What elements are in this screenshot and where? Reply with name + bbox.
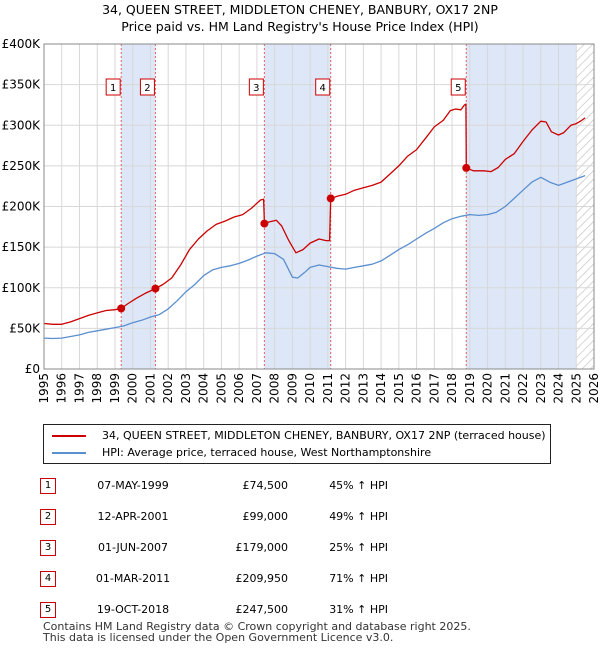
x-tick-label: 2001 (143, 373, 157, 404)
sale-price: £209,950 (235, 572, 289, 585)
sales-table: 1 07-MAY-1999 £74,500 45% ↑ HPI 2 12-APR… (40, 470, 388, 625)
sale-number: 5 (40, 601, 56, 618)
y-tick-label: £100K (2, 281, 42, 295)
sale-marker-box (139, 78, 155, 96)
sale-price: £247,500 (235, 603, 289, 616)
x-tick-label: 2023 (534, 373, 548, 404)
x-tick-label: 2002 (161, 373, 175, 404)
sale-number: 1 (40, 477, 56, 494)
footer-copyright: Contains HM Land Registry data © Crown c… (43, 620, 471, 633)
property-series-line (43, 103, 586, 325)
price-chart: 1 2 3 4 5 £0 £50K £100K £150K £200K £250K £300K £35… (2, 37, 600, 404)
x-tick-label: 2005 (214, 373, 228, 404)
legend-swatch-hpi (52, 452, 86, 454)
x-tick-label: 2014 (374, 373, 388, 404)
footer-licence: This data is licensed under the Open Gov… (43, 631, 394, 644)
y-tick-label: £350K (2, 78, 42, 92)
sale-number: 2 (40, 508, 56, 525)
y-tick-label: £150K (2, 240, 42, 254)
x-tick-label: 2024 (552, 373, 566, 404)
x-tick-label: 1999 (108, 373, 122, 404)
sale-date: 19-OCT-2018 (96, 603, 170, 616)
sale-marker-dot (326, 194, 335, 203)
x-tick-label: 2015 (392, 373, 406, 404)
sale-number: 4 (40, 570, 56, 587)
legend: 34, QUEEN STREET, MIDDLETON CHENEY, BANB… (43, 424, 551, 464)
hpi-series-line (43, 174, 586, 340)
sale-marker-label: 3 (253, 83, 259, 94)
sale-price: £179,000 (235, 541, 289, 554)
x-tick-label: 1996 (55, 373, 69, 404)
x-tick-label: 2000 (126, 373, 140, 404)
x-tick-label: 2012 (339, 373, 353, 404)
sale-date: 07-MAY-1999 (97, 479, 169, 492)
legend-label-hpi: HPI: Average price, terraced house, West… (102, 446, 432, 459)
sale-date: 01-JUN-2007 (97, 541, 169, 554)
y-tick-label: £250K (2, 159, 42, 173)
sale-marker-box (105, 78, 121, 96)
x-tick-label: 2009 (285, 373, 299, 404)
x-tick-label: 1995 (37, 373, 51, 404)
y-tick-label: £0 (25, 362, 40, 376)
sale-hpi-change: 45% ↑ HPI (329, 479, 388, 492)
sale-marker-box (315, 78, 331, 96)
x-tick-label: 2013 (356, 373, 370, 404)
x-tick-label: 2018 (445, 373, 459, 404)
sale-hpi-change: 71% ↑ HPI (329, 572, 388, 585)
x-tick-label: 2019 (463, 373, 477, 404)
x-tick-label: 2004 (197, 373, 211, 404)
x-tick-label: 2025 (569, 373, 583, 404)
table-row: 2 12-APR-2001 £99,000 49% ↑ HPI (40, 501, 388, 532)
x-tick-label: 2010 (303, 373, 317, 404)
x-tick-label: 2006 (232, 373, 246, 404)
x-tick-label: 1997 (72, 373, 86, 404)
legend-swatch-property (52, 435, 86, 437)
legend-label-property: 34, QUEEN STREET, MIDDLETON CHENEY, BANB… (102, 429, 546, 442)
sale-hpi-change: 31% ↑ HPI (329, 603, 388, 616)
y-tick-label: £400K (2, 37, 42, 51)
x-tick-label: 1998 (90, 373, 104, 404)
x-tick-label: 2022 (516, 373, 530, 404)
sale-marker-label: 1 (110, 83, 116, 94)
chart-title: 34, QUEEN STREET, MIDDLETON CHENEY, BANB… (102, 2, 498, 17)
y-tick-label: £50K (9, 321, 41, 335)
sale-marker-label: 2 (144, 83, 150, 94)
x-tick-label: 2021 (498, 373, 512, 404)
sale-marker-label: 4 (320, 83, 326, 94)
table-row: 4 01-MAR-2011 £209,950 71% ↑ HPI (40, 563, 388, 594)
x-tick-label: 2008 (268, 373, 282, 404)
sale-marker-dot (462, 163, 471, 172)
chart-subtitle: Price paid vs. HM Land Registry's House … (121, 19, 479, 34)
sale-hpi-change: 49% ↑ HPI (329, 510, 388, 523)
y-tick-label: £200K (2, 200, 42, 214)
x-tick-label: 2003 (179, 373, 193, 404)
sale-marker-dot (260, 219, 269, 228)
x-tick-label: 2026 (587, 373, 600, 404)
sale-marker-dot (117, 304, 126, 313)
sale-marker-label: 5 (455, 83, 461, 94)
table-row: 5 19-OCT-2018 £247,500 31% ↑ HPI (40, 594, 388, 625)
sale-marker-box (450, 78, 466, 96)
x-tick-label: 2016 (410, 373, 424, 404)
x-tick-label: 2011 (321, 373, 335, 404)
plot-frame (43, 43, 595, 370)
x-tick-label: 2017 (427, 373, 441, 404)
y-tick-label: £300K (2, 118, 42, 132)
sale-date: 01-MAR-2011 (95, 572, 171, 585)
sale-date: 12-APR-2001 (97, 510, 169, 523)
x-tick-label: 2007 (250, 373, 264, 404)
table-row: 3 01-JUN-2007 £179,000 25% ↑ HPI (40, 532, 388, 563)
table-row: 1 07-MAY-1999 £74,500 45% ↑ HPI (40, 470, 388, 501)
sale-hpi-change: 25% ↑ HPI (329, 541, 388, 554)
sale-price: £99,000 (242, 510, 289, 523)
sale-marker-dot (151, 284, 160, 293)
sale-number: 3 (40, 539, 56, 556)
x-tick-label: 2020 (481, 373, 495, 404)
sale-marker-box (248, 78, 264, 96)
sale-price: £74,500 (242, 479, 289, 492)
